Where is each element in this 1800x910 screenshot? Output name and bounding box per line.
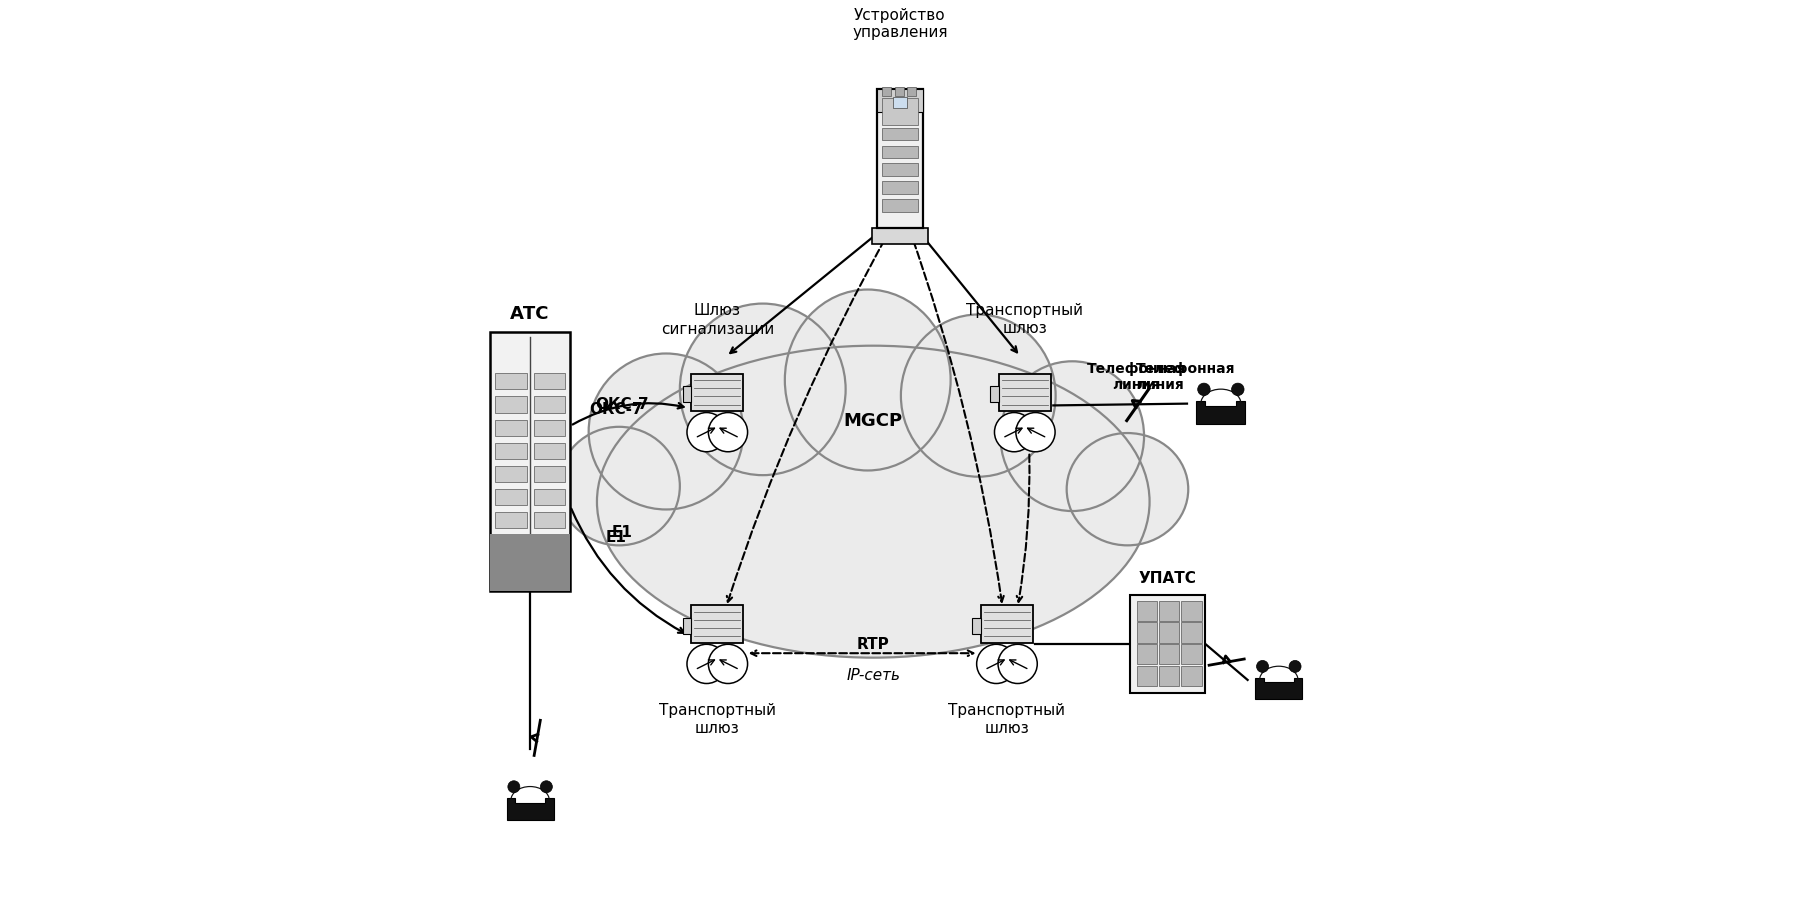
Bar xyxy=(972,618,981,633)
Circle shape xyxy=(994,412,1033,451)
Polygon shape xyxy=(1255,678,1303,700)
Ellipse shape xyxy=(785,289,950,470)
Bar xyxy=(490,534,571,591)
Text: Шлюз
сигнализации: Шлюз сигнализации xyxy=(661,304,774,336)
FancyBboxPatch shape xyxy=(1130,595,1206,693)
Bar xyxy=(495,443,527,459)
Circle shape xyxy=(709,412,747,451)
Bar xyxy=(882,164,918,176)
Text: RTP: RTP xyxy=(857,637,889,652)
Bar xyxy=(882,86,891,96)
Text: E1: E1 xyxy=(607,530,626,545)
Bar xyxy=(533,443,565,459)
Circle shape xyxy=(997,644,1037,683)
Bar xyxy=(495,490,527,505)
Circle shape xyxy=(1197,383,1210,396)
Bar xyxy=(533,490,565,505)
FancyBboxPatch shape xyxy=(691,605,743,642)
Ellipse shape xyxy=(558,427,680,545)
Circle shape xyxy=(508,781,520,793)
Bar xyxy=(533,512,565,529)
Text: Телефонная
линия: Телефонная линия xyxy=(1087,362,1186,392)
Bar xyxy=(882,98,918,125)
Bar xyxy=(895,86,904,96)
Bar xyxy=(1181,601,1202,621)
Bar xyxy=(882,199,918,211)
Bar xyxy=(990,386,999,402)
Bar xyxy=(873,228,927,244)
FancyBboxPatch shape xyxy=(490,332,571,591)
FancyBboxPatch shape xyxy=(981,605,1033,642)
Text: Транспортный
шлюз: Транспортный шлюз xyxy=(967,304,1084,336)
Circle shape xyxy=(688,412,725,451)
Bar xyxy=(682,618,691,633)
Bar xyxy=(877,89,923,112)
Circle shape xyxy=(1231,383,1244,396)
Bar xyxy=(495,420,527,436)
Bar xyxy=(1136,601,1157,621)
Bar xyxy=(533,536,565,551)
Text: АТС: АТС xyxy=(511,306,549,323)
Circle shape xyxy=(977,644,1015,683)
Text: IP-сеть: IP-сеть xyxy=(846,668,900,683)
Ellipse shape xyxy=(598,346,1150,658)
Bar xyxy=(495,466,527,482)
Bar xyxy=(907,86,916,96)
Bar xyxy=(495,397,527,412)
Bar xyxy=(1136,666,1157,686)
Circle shape xyxy=(1015,412,1055,451)
Bar xyxy=(893,97,907,108)
Ellipse shape xyxy=(1067,433,1188,545)
Circle shape xyxy=(540,781,553,793)
FancyBboxPatch shape xyxy=(691,374,743,410)
Bar xyxy=(1159,601,1179,621)
Polygon shape xyxy=(506,798,554,820)
Circle shape xyxy=(688,644,725,683)
Bar xyxy=(1159,622,1179,642)
Bar xyxy=(1136,622,1157,642)
Bar xyxy=(882,127,918,140)
Bar xyxy=(495,536,527,551)
Bar xyxy=(495,512,527,529)
Circle shape xyxy=(1256,661,1269,672)
Text: ОКС-7: ОКС-7 xyxy=(590,402,643,418)
Bar xyxy=(1136,644,1157,664)
Text: E1: E1 xyxy=(612,525,632,541)
Ellipse shape xyxy=(900,315,1055,477)
Text: УПАТС: УПАТС xyxy=(1138,571,1197,586)
Text: MGCP: MGCP xyxy=(844,412,904,430)
Bar xyxy=(682,386,691,402)
Bar xyxy=(533,420,565,436)
Bar xyxy=(533,373,565,389)
Bar xyxy=(1159,644,1179,664)
FancyBboxPatch shape xyxy=(999,374,1051,410)
Bar xyxy=(882,181,918,194)
FancyBboxPatch shape xyxy=(877,89,923,228)
Bar xyxy=(1181,644,1202,664)
Bar xyxy=(1181,622,1202,642)
Circle shape xyxy=(709,644,747,683)
Bar xyxy=(1181,666,1202,686)
Text: Устройство
управления: Устройство управления xyxy=(851,8,949,40)
Ellipse shape xyxy=(680,304,846,475)
Bar xyxy=(533,397,565,412)
Text: Телефонная
линия: Телефонная линия xyxy=(1136,362,1235,392)
Bar xyxy=(882,146,918,158)
Ellipse shape xyxy=(589,353,743,510)
Ellipse shape xyxy=(1001,361,1145,511)
Text: ОКС-7: ОКС-7 xyxy=(596,397,648,412)
Bar xyxy=(533,559,565,575)
Bar xyxy=(1159,666,1179,686)
Circle shape xyxy=(1289,661,1301,672)
Text: Транспортный
шлюз: Транспортный шлюз xyxy=(949,703,1066,735)
Polygon shape xyxy=(1197,401,1246,424)
Bar xyxy=(533,466,565,482)
Bar xyxy=(495,373,527,389)
Bar xyxy=(495,559,527,575)
Text: Транспортный
шлюз: Транспортный шлюз xyxy=(659,703,776,735)
